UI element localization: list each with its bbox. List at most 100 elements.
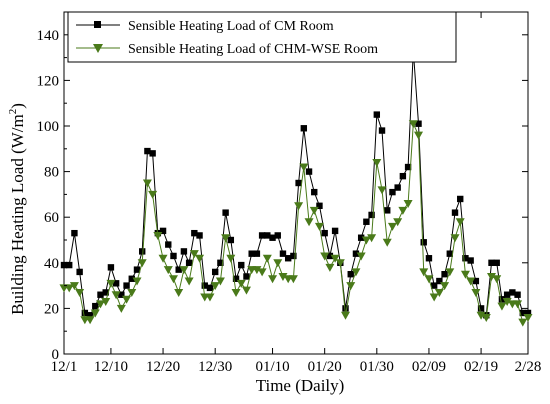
data-point — [472, 277, 480, 285]
data-point — [142, 179, 152, 188]
y-tick-label: 80 — [44, 165, 59, 181]
data-point — [446, 250, 453, 257]
x-tick-label: 01/10 — [255, 359, 289, 375]
data-point — [71, 229, 78, 237]
data-point — [347, 271, 354, 278]
data-point — [387, 222, 397, 231]
data-point — [153, 231, 163, 240]
data-point — [175, 266, 182, 273]
legend-box — [67, 11, 457, 63]
legend-marker-chm-wse — [93, 44, 103, 53]
data-point — [498, 296, 506, 303]
data-point — [503, 291, 511, 298]
data-point — [524, 309, 532, 317]
data-point — [112, 280, 120, 287]
data-point — [331, 227, 339, 235]
y-tick-label: 140 — [37, 28, 60, 44]
data-point — [174, 288, 184, 297]
data-point — [232, 275, 240, 282]
data-point — [206, 284, 214, 292]
data-point — [295, 179, 302, 187]
data-point — [211, 268, 219, 276]
data-point — [389, 188, 396, 196]
data-point — [195, 254, 205, 263]
data-point — [377, 186, 387, 195]
data-point — [346, 282, 356, 291]
data-point — [196, 232, 203, 239]
data-point — [513, 300, 523, 309]
x-tick-label: 02/19 — [464, 359, 498, 375]
data-point — [497, 302, 507, 311]
data-point — [502, 298, 512, 307]
data-point — [205, 293, 215, 302]
data-point — [290, 252, 297, 260]
legend-marker-cm — [94, 21, 101, 28]
data-point — [457, 195, 464, 203]
data-point — [476, 311, 486, 320]
data-point — [299, 163, 309, 172]
data-point — [106, 279, 116, 288]
data-point — [252, 266, 262, 275]
data-point — [445, 268, 455, 277]
data-point — [118, 291, 125, 298]
data-point — [363, 218, 370, 225]
data-point — [393, 218, 403, 227]
data-point — [139, 248, 146, 255]
data-point — [248, 250, 255, 257]
data-point — [81, 309, 89, 317]
data-point — [430, 282, 438, 289]
data-point — [325, 263, 335, 272]
data-point — [467, 257, 474, 264]
data-point — [95, 300, 105, 309]
data-point — [320, 252, 330, 261]
data-point — [227, 236, 235, 244]
x-axis: 12/1 12/10 12/20 12/30 01/10 01/20 01/30 02/09 0… — [51, 12, 542, 375]
data-point — [90, 309, 100, 318]
y-tick-label: 120 — [37, 73, 60, 89]
x-tick-label: 01/30 — [360, 359, 394, 375]
data-point — [455, 218, 465, 227]
data-point — [243, 273, 250, 280]
data-point — [148, 190, 158, 199]
data-point — [309, 206, 319, 215]
data-point — [352, 250, 360, 257]
data-point — [66, 261, 73, 269]
data-point — [132, 277, 142, 286]
data-point — [460, 270, 470, 279]
data-point — [420, 239, 427, 246]
legend-label-chm-wse: Sensible Heating Load of CHM-WSE Room — [128, 42, 378, 57]
data-point — [424, 275, 434, 284]
data-point — [471, 288, 481, 297]
data-point — [185, 259, 193, 266]
data-point — [368, 211, 375, 219]
data-point — [434, 288, 444, 297]
y-axis-title-text: Building Heating Load (W/m — [8, 114, 27, 315]
data-point — [133, 266, 141, 273]
data-point — [408, 120, 418, 129]
data-point — [236, 279, 246, 288]
data-point — [415, 120, 422, 127]
data-point — [361, 236, 371, 245]
data-point — [351, 268, 361, 277]
data-point — [316, 202, 323, 209]
y-tick-label: 40 — [44, 256, 59, 272]
data-point — [111, 291, 121, 300]
data-point — [189, 250, 199, 259]
data-point — [425, 255, 433, 262]
data-point — [238, 261, 245, 269]
data-point — [149, 150, 156, 157]
y-axis-title-close: ) — [8, 103, 27, 109]
data-point — [414, 131, 424, 140]
data-point — [226, 254, 236, 263]
data-point — [519, 309, 526, 317]
data-point — [279, 250, 287, 257]
data-point — [441, 271, 448, 278]
x-tick-label: 2/28 — [515, 359, 542, 375]
data-point — [123, 282, 130, 289]
series-cm-room — [60, 47, 532, 319]
data-point — [450, 234, 460, 243]
y-axis-title: Building Heating Load (W/m2) — [7, 103, 27, 315]
data-point — [258, 232, 266, 239]
data-point — [382, 238, 392, 247]
data-point — [215, 277, 225, 286]
